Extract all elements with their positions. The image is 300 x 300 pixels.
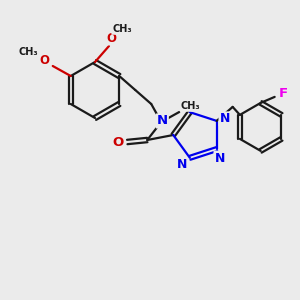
Text: CH₃: CH₃ <box>19 47 39 57</box>
Text: O: O <box>106 32 116 44</box>
Text: O: O <box>40 55 50 68</box>
Text: N: N <box>177 158 187 171</box>
Text: CH₃: CH₃ <box>112 24 132 34</box>
Text: N: N <box>157 115 168 128</box>
Text: O: O <box>112 136 124 149</box>
Text: F: F <box>279 87 288 101</box>
Text: N: N <box>214 152 225 165</box>
Text: N: N <box>220 112 230 125</box>
Text: CH₃: CH₃ <box>180 101 200 111</box>
